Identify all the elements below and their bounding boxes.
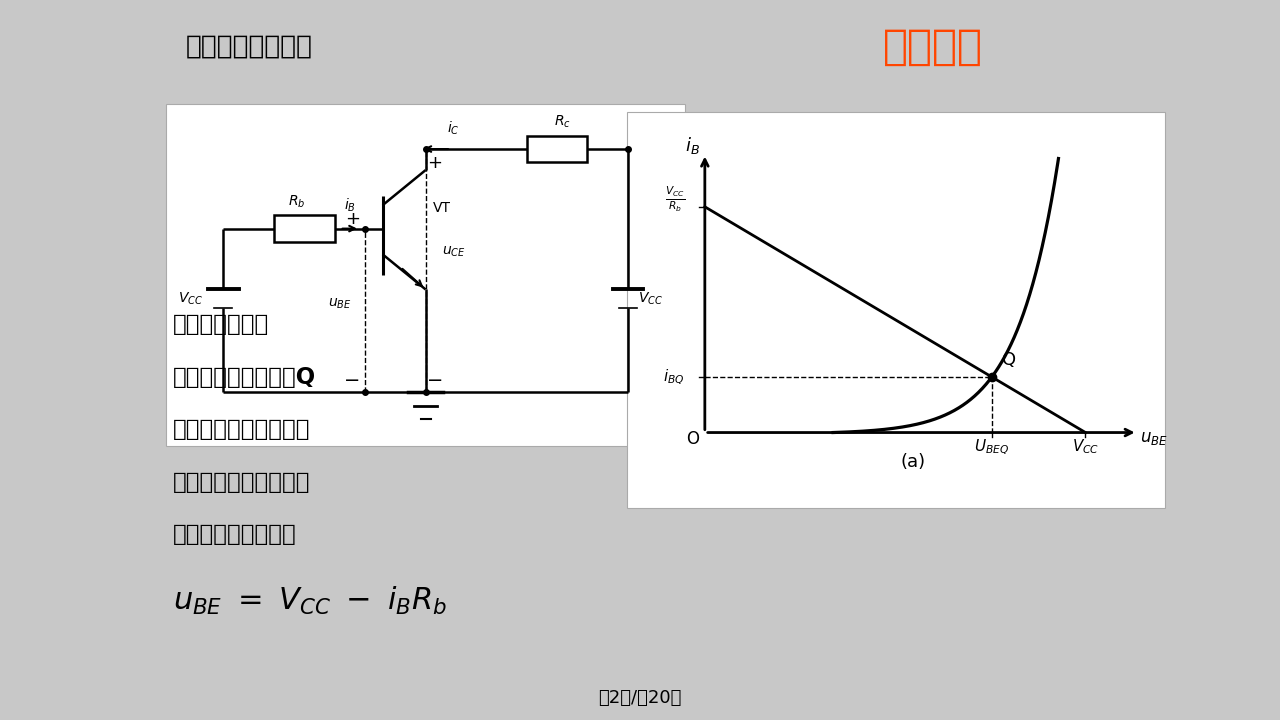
- Text: $R_c$: $R_c$: [554, 114, 571, 130]
- Text: $u_{BE}\ =\ V_{CC}\ -\ i_B R_b$: $u_{BE}\ =\ V_{CC}\ -\ i_B R_b$: [173, 585, 447, 617]
- Text: 当输入信号为零: 当输入信号为零: [173, 313, 269, 336]
- Text: O: O: [686, 430, 699, 448]
- Text: 第2页/共20页: 第2页/共20页: [598, 690, 682, 707]
- Text: $\frac{V_{CC}}{R_b}$: $\frac{V_{CC}}{R_b}$: [664, 184, 685, 214]
- Text: −: −: [426, 372, 443, 390]
- Text: 静态工作点的分析: 静态工作点的分析: [186, 34, 312, 60]
- Text: $U_{BEQ}$: $U_{BEQ}$: [974, 438, 1010, 456]
- Text: +: +: [344, 210, 360, 228]
- Text: $u_{BE}$: $u_{BE}$: [1139, 429, 1167, 447]
- Text: $i_B$: $i_B$: [685, 135, 700, 156]
- Text: −: −: [344, 372, 361, 390]
- Text: $u_{BE}$: $u_{BE}$: [328, 297, 352, 311]
- Bar: [274, 215, 334, 242]
- Text: 时，在输入回路中，Q: 时，在输入回路中，Q: [173, 366, 316, 389]
- Text: (a): (a): [901, 453, 925, 471]
- Bar: [527, 136, 588, 162]
- Text: +: +: [428, 154, 442, 172]
- Text: 外电路的回路方程：: 外电路的回路方程：: [173, 523, 297, 546]
- Text: $V_{CC}$: $V_{CC}$: [178, 291, 204, 307]
- Text: 特性曲线上，还应满足: 特性曲线上，还应满足: [173, 471, 310, 494]
- Text: VT: VT: [433, 201, 451, 215]
- FancyBboxPatch shape: [627, 112, 1165, 508]
- FancyBboxPatch shape: [166, 104, 685, 446]
- Text: $i_{BQ}$: $i_{BQ}$: [663, 367, 685, 387]
- Text: $V_{CC}$: $V_{CC}$: [637, 291, 663, 307]
- Text: 点既应在晶体管的输入: 点既应在晶体管的输入: [173, 418, 310, 441]
- Text: $i_C$: $i_C$: [447, 120, 460, 137]
- Text: $u_{CE}$: $u_{CE}$: [442, 245, 465, 259]
- Text: $i_B$: $i_B$: [344, 197, 356, 215]
- Text: Q: Q: [1002, 351, 1016, 369]
- Text: 内容回顾: 内容回顾: [883, 26, 983, 68]
- Text: $V_{CC}$: $V_{CC}$: [1071, 438, 1100, 456]
- Text: $R_b$: $R_b$: [288, 193, 306, 210]
